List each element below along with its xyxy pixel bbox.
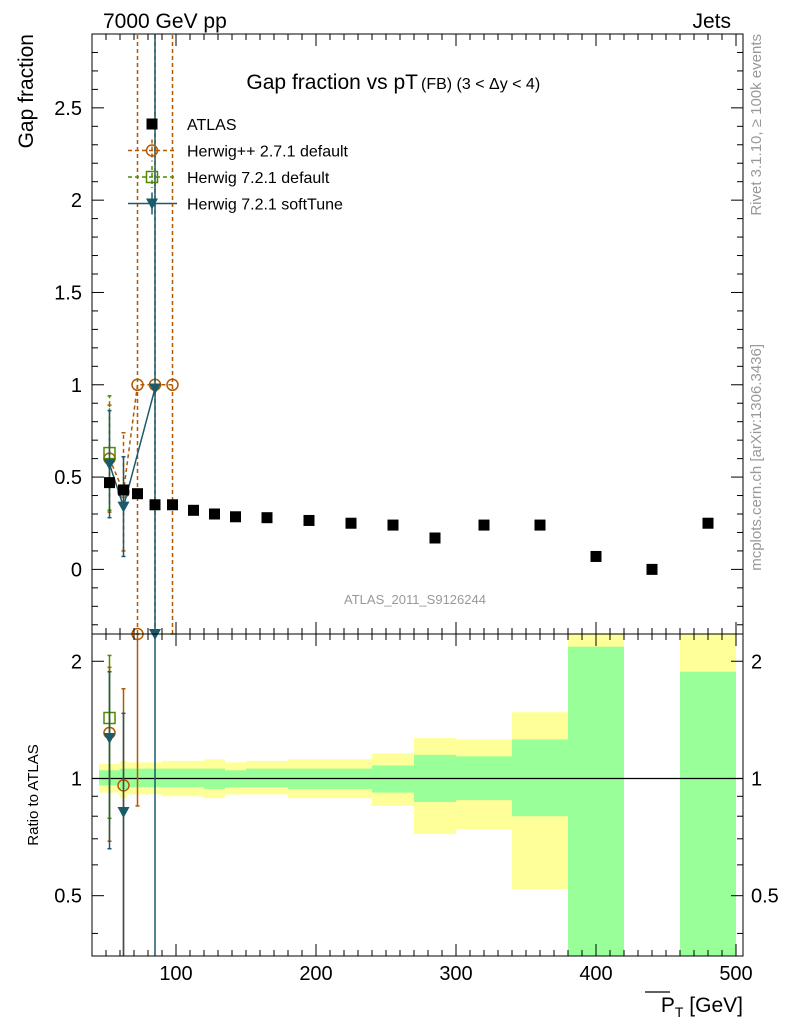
main-series-3-point [117, 501, 130, 513]
x-tick-label: 400 [579, 963, 612, 985]
y-tick-label: 2 [71, 190, 82, 212]
atlas-data-point [209, 508, 220, 520]
main-ylabel: Gap fraction [15, 34, 38, 148]
ratio-ylabel: Ratio to ATLAS [25, 744, 42, 845]
ratio-uncertainty-bands [92, 634, 743, 956]
axes: 100 200 300 400 500 0 0.5 1 1.5 2 2.5 0.5 0.5 1 1 2 2 [54, 34, 779, 985]
x-axis-label-text: PT [GeV] [661, 994, 743, 1020]
atlas-data-point [702, 517, 714, 529]
legend-marker [146, 118, 158, 130]
watermark: ATLAS_2011_S9126244 [344, 592, 486, 607]
y-tick-label: 0 [71, 559, 82, 581]
y-tick-label: 1.5 [54, 282, 82, 304]
ratio-band-green [568, 646, 624, 956]
legend: ATLAS Herwig++ 2.7.1 default Herwig 7.2.1 … [128, 117, 349, 215]
y-tick-label: 1 [71, 375, 82, 397]
main-plot-area [103, 34, 714, 635]
atlas-data-point [478, 519, 490, 531]
x-tick-label: 500 [719, 963, 752, 985]
side-label-rivet: Rivet 3.1.10, ≥ 100k events [748, 34, 765, 216]
legend-marker [145, 144, 159, 157]
ratio-y-tick-label-right: 0.5 [751, 886, 779, 908]
ratio-y-tick-label-right: 2 [751, 651, 762, 673]
atlas-data-point [387, 519, 399, 531]
atlas-data-point [590, 550, 602, 562]
ratio-y-tick-label-right: 1 [751, 768, 762, 790]
atlas-data-point [429, 532, 441, 544]
atlas-data-point [230, 511, 241, 523]
x-axis-label: PT [GeV] [645, 991, 743, 1020]
y-tick-label: 0.5 [54, 467, 82, 489]
ratio-series-3-point [103, 733, 116, 745]
atlas-data-point [261, 512, 273, 524]
x-tick-label: 200 [299, 963, 332, 985]
ratio-y-tick-label: 0.5 [54, 886, 82, 908]
ratio-band-green [680, 671, 736, 956]
ratio-y-tick-label: 2 [71, 651, 82, 673]
atlas-data-point [534, 519, 546, 531]
side-label-mcplots: mcplots.cern.ch [arXiv:1306.3436] [748, 344, 765, 571]
atlas-data-point [118, 484, 129, 496]
main-series-1-point [131, 378, 144, 392]
atlas-data-point [132, 488, 143, 500]
main-title-suffix: (FB) (3 < Δy < 4) [421, 76, 540, 93]
ratio-band-green [512, 739, 568, 817]
atlas-data-point [188, 504, 199, 516]
legend-label: Herwig 7.2.1 default [187, 170, 330, 187]
header-left: 7000 GeV pp [103, 10, 227, 33]
legend-marker [146, 198, 158, 210]
atlas-data-point [303, 514, 315, 526]
atlas-data-point [167, 499, 178, 511]
legend-label: Herwig++ 2.7.1 default [187, 144, 349, 161]
main-title-text: Gap fraction vs pT [246, 71, 418, 94]
ratio-frame [91, 633, 744, 957]
x-tick-label: 100 [159, 963, 192, 985]
ratio-series-3-point [117, 807, 130, 819]
main-series-1-point [166, 378, 179, 392]
atlas-data-point [345, 517, 357, 529]
atlas-data-point [104, 477, 115, 489]
main-series-3-point [103, 459, 116, 471]
main-series-3-point [149, 383, 161, 395]
ratio-y-tick-label: 1 [71, 768, 82, 790]
main-series-1-line [108, 384, 173, 495]
legend-label: ATLAS [187, 117, 237, 134]
x-tick-label: 300 [439, 963, 472, 985]
atlas-data-point [149, 499, 161, 511]
y-tick-label: 2.5 [54, 98, 82, 120]
legend-marker [145, 170, 159, 184]
main-title: Gap fraction vs pT [246, 71, 418, 94]
header-right: Jets [692, 10, 731, 33]
atlas-data-point [646, 563, 658, 575]
legend-label: Herwig 7.2.1 softTune [187, 197, 343, 214]
